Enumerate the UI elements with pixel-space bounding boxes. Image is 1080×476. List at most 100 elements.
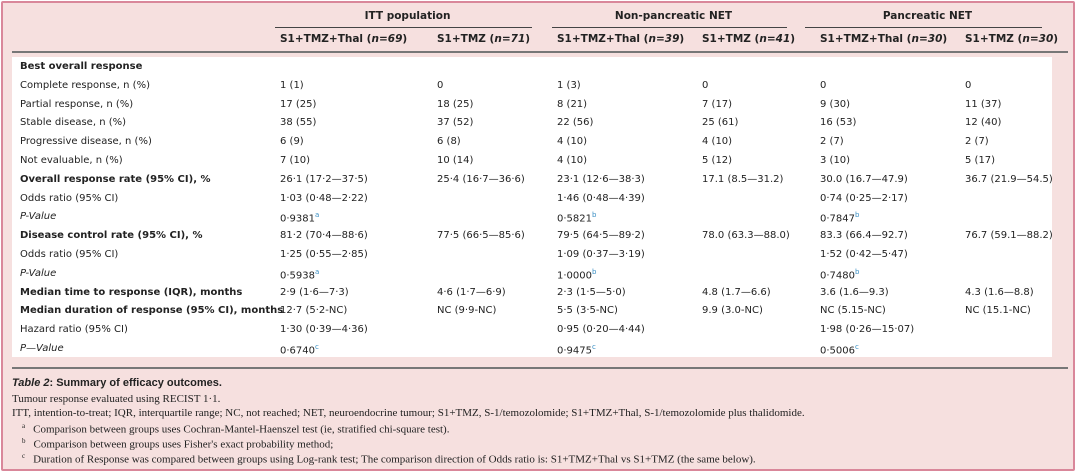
cell-value: 1 (1) <box>280 79 304 91</box>
table-row: P—Value 0·6740c 0·9475c 0·5006c <box>0 343 1080 362</box>
cell-value: 0·74 (0·25—2·17) <box>820 192 908 204</box>
footnote-marker: c <box>315 343 319 351</box>
table-cell: 79·5 (64·5—89·2) <box>557 230 645 241</box>
cell-value: 1·46 (0·48—4·39) <box>557 192 645 204</box>
table-cell: 4 (10) <box>702 136 732 147</box>
table-cell: 12·7 (5·2-NC) <box>280 305 347 316</box>
table-cell: NC (15.1-NC) <box>965 305 1031 316</box>
cell-value: 0 <box>820 79 827 91</box>
cell-value: 1·0000 <box>557 270 592 282</box>
table-cell: 5·5 (3·5-NC) <box>557 305 618 316</box>
cell-value: 5·5 (3·5-NC) <box>557 305 618 317</box>
table-cell: 4 (10) <box>557 155 587 166</box>
footnote-marker: a <box>315 211 320 220</box>
table-cell: 1·25 (0·55—2·85) <box>280 249 368 260</box>
row-label: Partial response, n (%) <box>20 98 134 110</box>
cell-value: 10 (14) <box>437 155 474 166</box>
column-n: n=30 <box>911 33 943 45</box>
table-cell: 0·5006c <box>820 343 859 356</box>
cell-value: 76.7 (59.1—88.2) <box>965 230 1053 242</box>
table-cell: 81·2 (70·4—88·6) <box>280 230 368 241</box>
table-row: Not evaluable, n (%) 7 (10) 10 (14) 4 (10) 5… <box>0 155 1080 174</box>
cell-value: 3 (10) <box>820 155 851 166</box>
cell-value: 9 (30) <box>820 98 851 110</box>
table-row: Disease control rate (95% CI), % 81·2 (70… <box>0 230 1080 249</box>
footnote-text: Duration of Response was compared betwee… <box>33 453 756 466</box>
table-cell: 12 (40) <box>965 117 1001 128</box>
table-cell: 38 (55) <box>280 117 316 128</box>
cell-value: 2 (7) <box>820 136 844 148</box>
table-cell: 25·4 (16·7—36·6) <box>437 174 525 185</box>
cell-value: 37 (52) <box>437 117 474 129</box>
table-cell: 18 (25) <box>437 99 473 110</box>
cell-value: 4.3 (1.6—8.8) <box>965 286 1034 298</box>
row-label: Odds ratio (95% CI) <box>20 192 119 204</box>
table-cell: 1·03 (0·48—2·22) <box>280 193 368 204</box>
cell-value: 0 <box>965 79 972 91</box>
table-cell: 0·5938a <box>280 268 319 281</box>
cell-value: 11 (37) <box>965 98 1002 110</box>
table-cell: 1·46 (0·48—4·39) <box>557 193 645 204</box>
row-label: Overall response rate (95% CI), % <box>20 173 211 185</box>
footnote-marker: c <box>592 343 596 351</box>
footnote-marker: b <box>592 267 597 276</box>
table-cell: 23·1 (12·6—38·3) <box>557 174 645 185</box>
table-cell: 0·7847b <box>820 211 859 224</box>
table-cell: 0·9475c <box>557 343 596 356</box>
cell-value: 1 (3) <box>557 79 581 91</box>
cell-value: 0·5938 <box>280 270 315 282</box>
group-underline <box>275 27 532 28</box>
table-cell: 4 (10) <box>557 136 587 147</box>
table-body-background <box>12 57 1052 357</box>
cell-value: 0·9475 <box>557 345 592 357</box>
table-cell: 1·0000b <box>557 268 596 281</box>
cell-value: 12·7 (5·2-NC) <box>280 305 348 317</box>
table-cell: 0·95 (0·20—4·44) <box>557 324 645 335</box>
cell-value: 0·7847 <box>820 213 855 225</box>
table-cell: 2·3 (1·5—5·0) <box>557 287 626 298</box>
cell-value: 79·5 (64·5—89·2) <box>557 230 645 242</box>
table-cell: 30.0 (16.7—47.9) <box>820 174 908 185</box>
table-caption-title: Table 2: Summary of efficacy outcomes. <box>12 377 222 389</box>
table-cell: 0 <box>820 80 826 91</box>
column-n: n=41 <box>759 33 791 45</box>
cell-value: 0·5821 <box>557 213 592 225</box>
table-cell: 16 (53) <box>820 117 856 128</box>
cell-value: 1·03 (0·48—2·22) <box>280 192 368 204</box>
column-arm: S1+TMZ <box>437 33 486 45</box>
table-cell: 5 (17) <box>965 155 995 166</box>
table-row: Best overall response <box>0 61 1080 80</box>
cell-value: 4 (10) <box>557 155 588 166</box>
column-header: S1+TMZ+Thal (n=39) <box>557 33 685 45</box>
table-cell: 4·6 (1·7—6·9) <box>437 287 506 298</box>
cell-value: 6 (9) <box>280 136 304 148</box>
table-cell: 4.3 (1.6—8.8) <box>965 287 1034 298</box>
caption-label: Table 2 <box>12 377 50 389</box>
footnote: c Duration of Response was compared betwe… <box>22 452 756 466</box>
footnote-mark: b <box>22 437 26 445</box>
row-label: P-Value <box>20 211 57 223</box>
table-cell: 0·7480b <box>820 268 859 281</box>
table-cell: 7 (10) <box>280 155 310 166</box>
group-underline <box>552 27 787 28</box>
table-cell: 17.1 (8.5—31.2) <box>702 174 783 185</box>
cell-value: 0·9381 <box>280 213 315 225</box>
table-cell: 1·09 (0·37—3·19) <box>557 249 645 260</box>
table-row: Stable disease, n (%) 38 (55) 37 (52) 22 (5… <box>0 117 1080 136</box>
cell-value: 9.9 (3.0-NC) <box>702 305 763 317</box>
cell-value: 23·1 (12·6—38·3) <box>557 173 645 185</box>
cell-value: 4 (10) <box>557 136 588 148</box>
table-cell: 17 (25) <box>280 99 316 110</box>
row-label: Odds ratio (95% CI) <box>20 249 119 260</box>
table-cell: 1·98 (0·26—15·07) <box>820 324 914 335</box>
row-label: Stable disease, n (%) <box>20 117 127 129</box>
cell-value: 25 (61) <box>702 117 739 129</box>
table-row: Partial response, n (%) 17 (25) 18 (25) 8 (… <box>0 99 1080 118</box>
group-header: Non-pancreatic NET <box>614 10 733 22</box>
cell-value: 7 (10) <box>280 155 311 166</box>
footnote-text: Comparison between groups uses Cochran-M… <box>33 423 450 436</box>
cell-value: 0·7480 <box>820 270 855 282</box>
cell-value: 5 (12) <box>702 155 733 166</box>
row-label: Best overall response <box>20 61 143 72</box>
table-cell: 0 <box>437 80 443 91</box>
